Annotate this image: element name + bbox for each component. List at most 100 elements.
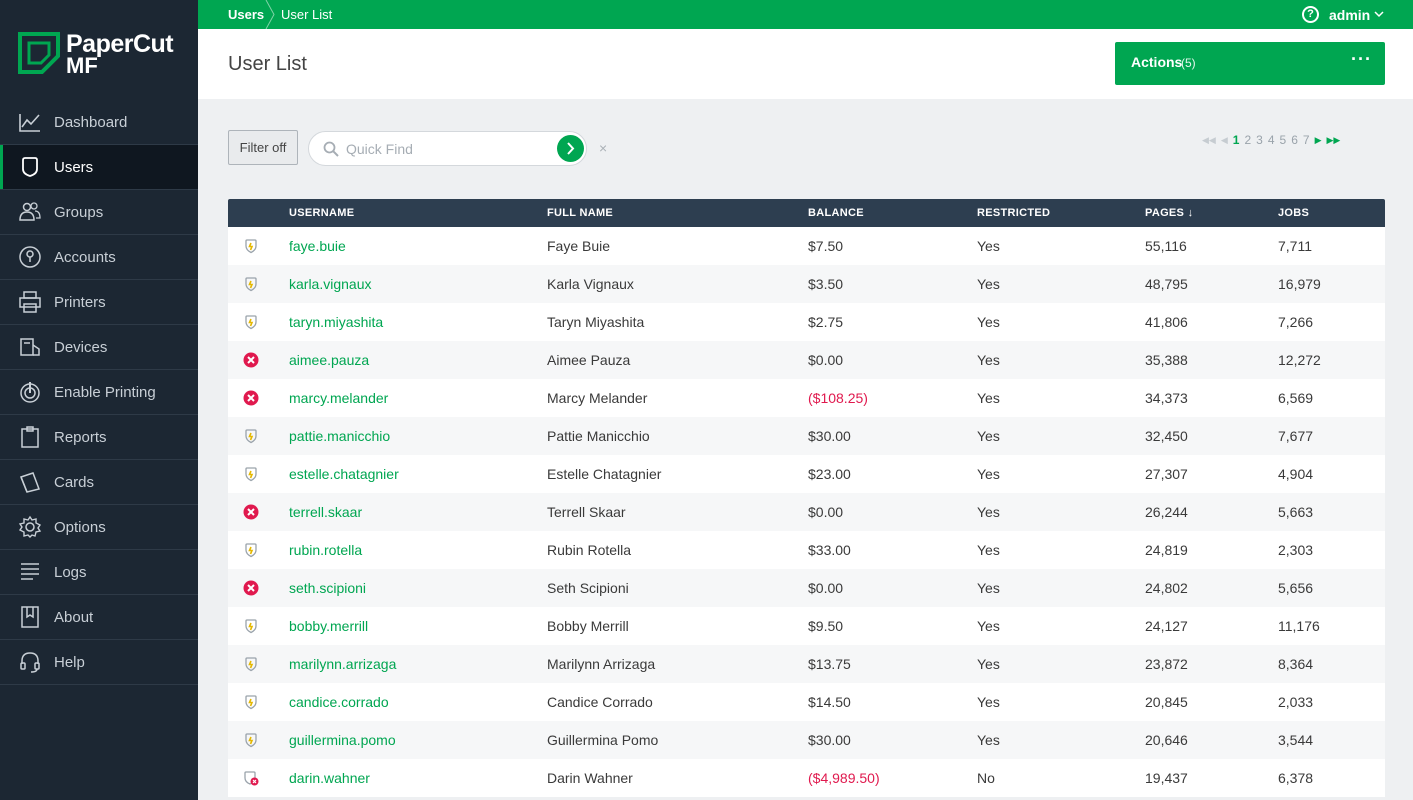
column-header-jobs[interactable]: JOBS bbox=[1278, 207, 1310, 219]
pages-count: 20,845 bbox=[1145, 694, 1188, 710]
username-link[interactable]: marilynn.arrizaga bbox=[289, 656, 397, 672]
last-page-icon[interactable]: ▶▶ bbox=[1326, 134, 1341, 145]
actions-button[interactable]: Actions (5) ··· bbox=[1115, 42, 1385, 85]
sidebar-item-devices[interactable]: Devices bbox=[0, 325, 198, 370]
search-input[interactable] bbox=[346, 138, 546, 160]
sidebar-item-label: Dashboard bbox=[54, 113, 128, 131]
restricted-value: Yes bbox=[977, 732, 1000, 748]
page-link[interactable]: 5 bbox=[1279, 133, 1287, 147]
username-link[interactable]: faye.buie bbox=[289, 238, 346, 254]
column-header-username[interactable]: USERNAME bbox=[289, 207, 355, 219]
jobs-count: 3,544 bbox=[1278, 732, 1314, 748]
page-link[interactable]: 7 bbox=[1302, 133, 1310, 147]
table-row[interactable]: estelle.chatagnier Estelle Chatagnier $23.… bbox=[228, 455, 1385, 493]
restricted-shield-icon bbox=[245, 239, 257, 254]
username-link[interactable]: aimee.pauza bbox=[289, 352, 370, 368]
restricted-value: Yes bbox=[977, 314, 1000, 330]
dashboard-icon bbox=[17, 109, 43, 135]
sidebar-item-groups[interactable]: Groups bbox=[0, 190, 198, 235]
pages-count: 24,127 bbox=[1145, 618, 1188, 634]
username-link[interactable]: candice.corrado bbox=[289, 694, 389, 710]
table-row[interactable]: marcy.melander Marcy Melander ($108.25) Yes… bbox=[228, 379, 1385, 417]
jobs-count: 2,033 bbox=[1278, 694, 1314, 710]
papercut-logo[interactable]: PaperCut MF bbox=[18, 30, 188, 82]
balance: $14.50 bbox=[808, 694, 851, 710]
page-link[interactable]: 3 bbox=[1256, 133, 1263, 147]
sidebar-item-cards[interactable]: Cards bbox=[0, 460, 198, 505]
sidebar-item-dashboard[interactable]: Dashboard bbox=[0, 100, 198, 145]
jobs-count: 7,711 bbox=[1278, 238, 1312, 254]
sidebar-item-reports[interactable]: Reports bbox=[0, 415, 198, 460]
logo-text-mf: MF bbox=[66, 53, 98, 78]
restricted-shield-icon bbox=[245, 733, 257, 748]
balance: $0.00 bbox=[808, 352, 844, 368]
full-name: Darin Wahner bbox=[547, 770, 633, 786]
table-row[interactable]: darin.wahner Darin Wahner ($4,989.50) No 19,… bbox=[228, 759, 1385, 797]
sidebar-item-label: Groups bbox=[54, 203, 104, 221]
username-link[interactable]: darin.wahner bbox=[289, 770, 370, 786]
username-link[interactable]: marcy.melander bbox=[289, 390, 389, 406]
search-icon bbox=[323, 141, 339, 157]
page-link[interactable]: 1 bbox=[1232, 133, 1240, 147]
restricted-value: Yes bbox=[977, 428, 1000, 444]
next-page-icon[interactable]: ▶ bbox=[1314, 134, 1322, 145]
help-icon[interactable]: ? bbox=[1302, 6, 1319, 23]
table-row[interactable]: rubin.rotella Rubin Rotella $33.00 Yes 24,81… bbox=[228, 531, 1385, 569]
table-row[interactable]: marilynn.arrizaga Marilynn Arrizaga $13.75… bbox=[228, 645, 1385, 683]
column-header-restricted[interactable]: RESTRICTED bbox=[977, 207, 1051, 219]
first-page-icon[interactable]: ◀◀ bbox=[1202, 134, 1216, 145]
username-link[interactable]: estelle.chatagnier bbox=[289, 466, 399, 482]
chevron-down-icon[interactable] bbox=[1374, 9, 1384, 19]
column-header-pages[interactable]: PAGES ↓ bbox=[1145, 207, 1193, 219]
column-header-balance[interactable]: BALANCE bbox=[808, 207, 864, 219]
username-link[interactable]: guillermina.pomo bbox=[289, 732, 396, 748]
username-link[interactable]: pattie.manicchio bbox=[289, 428, 391, 444]
table-row[interactable]: pattie.manicchio Pattie Manicchio $30.00 Ye… bbox=[228, 417, 1385, 455]
options-icon bbox=[17, 514, 43, 540]
balance: $0.00 bbox=[808, 580, 844, 596]
table-row[interactable]: aimee.pauza Aimee Pauza $0.00 Yes 35,388 12,2… bbox=[228, 341, 1385, 379]
table-row[interactable]: candice.corrado Candice Corrado $14.50 Yes 2… bbox=[228, 683, 1385, 721]
table-row[interactable]: taryn.miyashita Taryn Miyashita $2.75 Yes 41… bbox=[228, 303, 1385, 341]
table-row[interactable]: terrell.skaar Terrell Skaar $0.00 Yes 26,244… bbox=[228, 493, 1385, 531]
table-row[interactable]: karla.vignaux Karla Vignaux $3.50 Yes 48,795… bbox=[228, 265, 1385, 303]
cards-icon bbox=[17, 469, 43, 495]
page-link[interactable]: 6 bbox=[1291, 133, 1298, 147]
sidebar: PaperCut MF Dashboard Users Groups Accounts… bbox=[0, 0, 198, 800]
prev-page-icon[interactable]: ◀ bbox=[1220, 134, 1228, 145]
column-header-fullname[interactable]: FULL NAME bbox=[547, 207, 614, 219]
page-link[interactable]: 2 bbox=[1244, 133, 1252, 147]
table-row[interactable]: bobby.merrill Bobby Merrill $9.50 Yes 24,127… bbox=[228, 607, 1385, 645]
full-name: Faye Buie bbox=[547, 238, 611, 254]
username-link[interactable]: bobby.merrill bbox=[289, 618, 369, 634]
pages-count: 20,646 bbox=[1145, 732, 1188, 748]
sidebar-item-about[interactable]: About bbox=[0, 595, 198, 640]
username-link[interactable]: seth.scipioni bbox=[289, 580, 367, 596]
sidebar-item-options[interactable]: Options bbox=[0, 505, 198, 550]
username-link[interactable]: karla.vignaux bbox=[289, 276, 372, 292]
sidebar-item-logs[interactable]: Logs bbox=[0, 550, 198, 595]
clear-search-icon[interactable]: × bbox=[599, 140, 608, 156]
filter-toggle-button[interactable]: Filter off bbox=[228, 130, 298, 165]
table-row[interactable]: seth.scipioni Seth Scipioni $0.00 Yes 24,802… bbox=[228, 569, 1385, 607]
devices-icon bbox=[17, 334, 43, 360]
sidebar-item-label: Printers bbox=[54, 293, 106, 311]
sidebar-item-users[interactable]: Users bbox=[0, 145, 198, 190]
page-link[interactable]: 4 bbox=[1267, 133, 1275, 147]
user-menu[interactable]: admin bbox=[1329, 7, 1371, 23]
breadcrumb-users[interactable]: Users bbox=[228, 7, 265, 22]
sidebar-item-accounts[interactable]: Accounts bbox=[0, 235, 198, 280]
sidebar-item-help[interactable]: Help bbox=[0, 640, 198, 685]
search-go-button[interactable] bbox=[557, 135, 584, 162]
jobs-count: 6,569 bbox=[1278, 390, 1314, 406]
username-link[interactable]: terrell.skaar bbox=[289, 504, 363, 520]
username-link[interactable]: rubin.rotella bbox=[289, 542, 363, 558]
balance: ($4,989.50) bbox=[808, 770, 880, 786]
sidebar-item-printers[interactable]: Printers bbox=[0, 280, 198, 325]
table-row[interactable]: guillermina.pomo Guillermina Pomo $30.00 Ye… bbox=[228, 721, 1385, 759]
sidebar-item-enable-printing[interactable]: Enable Printing bbox=[0, 370, 198, 415]
table-row[interactable]: faye.buie Faye Buie $7.50 Yes 55,116 7,711 bbox=[228, 227, 1385, 265]
username-link[interactable]: taryn.miyashita bbox=[289, 314, 384, 330]
groups-icon bbox=[17, 199, 43, 225]
